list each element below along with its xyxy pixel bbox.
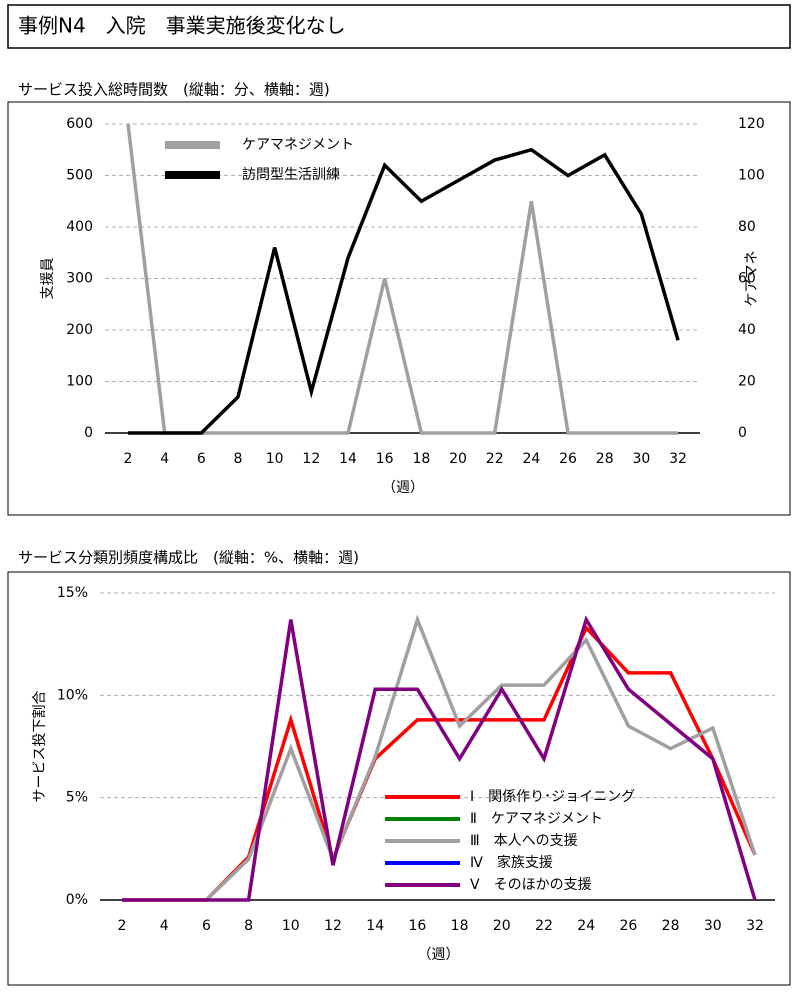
- x-tick-label: 12: [302, 451, 320, 467]
- y-tick-label: 5%: [66, 790, 88, 806]
- series-line: [128, 147, 680, 435]
- x-axis-label: （週）: [382, 480, 424, 496]
- series-line: [122, 615, 757, 902]
- x-tick-label: 6: [197, 451, 206, 467]
- legend-label: Ⅳ 家族支援: [470, 854, 553, 871]
- x-tick-label: 26: [559, 451, 577, 467]
- y-axis-label: 支援員: [40, 258, 56, 300]
- x-tick-label: 20: [449, 451, 467, 467]
- y-tick-label: 100: [66, 374, 93, 390]
- x-tick-label: 18: [412, 451, 430, 467]
- x-tick-label: 32: [669, 451, 687, 467]
- x-tick-label: 24: [522, 451, 540, 467]
- x-tick-label: 14: [366, 918, 384, 934]
- series-line: [126, 123, 679, 435]
- x-tick-label: 14: [339, 451, 357, 467]
- y-tick-label: 200: [66, 322, 93, 338]
- x-tick-label: 28: [596, 451, 614, 467]
- x-tick-label: 2: [118, 918, 127, 934]
- legend-label: Ⅱ ケアマネジメント: [470, 811, 603, 827]
- y2-axis-label: ケアマネ: [744, 251, 760, 307]
- x-tick-label: 10: [282, 918, 300, 934]
- x-tick-label: 24: [577, 918, 595, 934]
- x-tick-label: 8: [234, 451, 243, 467]
- y2-tick-label: 40: [738, 322, 756, 338]
- y2-tick-label: 20: [738, 374, 756, 390]
- y-tick-label: 10%: [57, 687, 88, 703]
- y-tick-label: 600: [66, 116, 93, 132]
- x-tick-label: 30: [704, 918, 722, 934]
- x-tick-label: 16: [408, 918, 426, 934]
- y-axis-label: サービス投下割合: [31, 691, 48, 803]
- chart-title: サービス分類別頻度構成比 (縦軸：%、横軸：週): [18, 549, 359, 567]
- chart-frame: [7, 101, 791, 516]
- y-tick-label: 15%: [57, 585, 88, 601]
- y-tick-label: 0%: [66, 892, 88, 908]
- x-tick-label: 12: [324, 918, 342, 934]
- chart-frame: [7, 571, 791, 986]
- x-tick-label: 10: [266, 451, 284, 467]
- x-tick-label: 32: [746, 918, 764, 934]
- legend-label: Ⅰ 関係作り･ジョイニング: [470, 789, 635, 805]
- legend-label: Ⅲ 本人への支援: [470, 833, 578, 849]
- x-tick-label: 4: [160, 451, 169, 467]
- x-tick-label: 6: [202, 918, 211, 934]
- y-tick-label: 500: [66, 168, 93, 184]
- x-tick-label: 28: [662, 918, 680, 934]
- x-tick-label: 22: [535, 918, 553, 934]
- x-tick-label: 26: [619, 918, 637, 934]
- x-tick-label: 20: [493, 918, 511, 934]
- x-tick-label: 30: [632, 451, 650, 467]
- x-tick-label: 2: [124, 451, 133, 467]
- x-tick-label: 18: [451, 918, 469, 934]
- y2-tick-label: 100: [738, 168, 765, 184]
- y-tick-label: 400: [66, 219, 93, 235]
- header-box: [7, 4, 791, 49]
- x-axis-label: （週）: [418, 947, 460, 963]
- legend-label: ケアマネジメント: [242, 137, 354, 153]
- y2-tick-label: 0: [738, 425, 747, 441]
- header-title: 事例N4 入院 事業実施後変化なし: [18, 14, 346, 38]
- y-tick-label: 0: [84, 425, 93, 441]
- y2-tick-label: 60: [738, 271, 756, 287]
- x-tick-label: 22: [486, 451, 504, 467]
- legend-label: 訪問型生活訓練: [242, 167, 340, 183]
- series-line: [122, 614, 757, 902]
- x-tick-label: 8: [244, 918, 253, 934]
- y2-tick-label: 120: [738, 116, 765, 132]
- x-tick-label: 16: [376, 451, 394, 467]
- y-tick-label: 300: [66, 271, 93, 287]
- y2-tick-label: 80: [738, 219, 756, 235]
- legend-label: Ⅴ そのほかの支援: [470, 877, 592, 893]
- x-tick-label: 4: [160, 918, 169, 934]
- chart-title: サービス投入総時間数 (縦軸：分、横軸：週): [18, 81, 330, 99]
